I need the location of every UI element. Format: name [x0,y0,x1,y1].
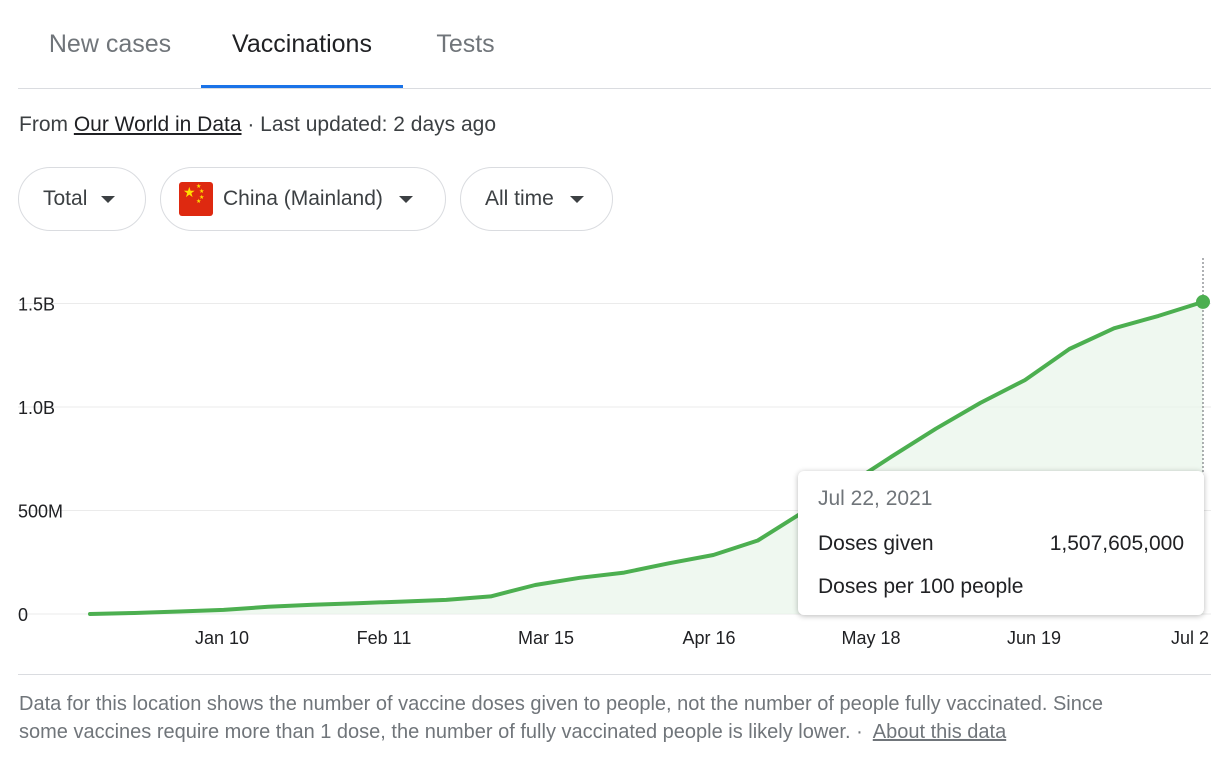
x-tick-label: Feb 11 [357,628,412,648]
footnote: Data for this location shows the number … [19,690,1211,746]
series-line [88,299,1205,616]
tab-vaccinations[interactable]: Vaccinations [201,0,403,88]
x-axis-labels: Jan 10 Feb 11 Mar 15 Apr 16 May 18 Jun 19 Jul … [195,628,1209,648]
y-tick-label: 0 [18,605,28,625]
y-tick-label: 500M [18,502,63,522]
source-prefix: From [19,113,68,136]
location-label: China (Mainland) [223,187,383,210]
tooltip-per100-label: Doses per 100 people [818,575,1024,598]
tooltip-date: Jul 22, 2021 [818,487,933,510]
y-tick-label: 1.5B [18,295,55,315]
footnote-line-2: some vaccines require more than 1 dose, … [19,718,1211,746]
source-line: From Our World in Data · Last updated: 2… [19,113,496,137]
chart-tooltip: Jul 22, 2021 Doses given 1,507,605,000 D… [798,471,1204,615]
location-dropdown[interactable]: ★ ★ ★ ★ ★ China (Mainland) [160,167,446,231]
tab-new-cases[interactable]: New cases [48,30,172,58]
measure-label: Total [43,187,88,210]
x-tick-label: Apr 16 [682,628,735,648]
y-tick-label: 1.0B [18,398,55,418]
last-updated: · Last updated: 2 days ago [247,113,497,136]
x-tick-label: May 18 [841,628,900,648]
tab-tests[interactable]: Tests [436,30,495,58]
tooltip-per100-row: Doses per 100 people [818,575,1184,599]
chevron-down-icon [101,195,116,203]
x-tick-label: Mar 15 [518,628,574,648]
footnote-line-1: Data for this location shows the number … [19,693,1103,715]
hover-point [1196,294,1210,309]
divider [18,674,1211,675]
tooltip-doses-row: Doses given 1,507,605,000 [818,532,1184,556]
x-tick-label: Jan 10 [195,628,249,648]
tooltip-doses-value: 1,507,605,000 [1049,532,1184,555]
x-tick-label: Jun 19 [1007,628,1061,648]
time-range-dropdown[interactable]: All time [460,167,613,231]
chevron-down-icon [569,195,584,203]
chevron-down-icon [398,195,413,203]
x-tick-label: Jul 2 [1171,628,1209,648]
tab-bar: New cases Vaccinations Tests [18,0,1211,89]
about-data-link[interactable]: About this data [872,721,1007,743]
china-flag-icon: ★ ★ ★ ★ ★ [179,182,213,216]
footnote-line-2-text: some vaccines require more than 1 dose, … [19,721,863,743]
measure-dropdown[interactable]: Total [18,167,146,231]
time-range-label: All time [485,187,554,210]
source-link[interactable]: Our World in Data [73,113,242,136]
y-axis-labels: 0 500M 1.0B 1.5B [18,295,63,626]
tooltip-doses-label: Doses given [818,532,934,555]
